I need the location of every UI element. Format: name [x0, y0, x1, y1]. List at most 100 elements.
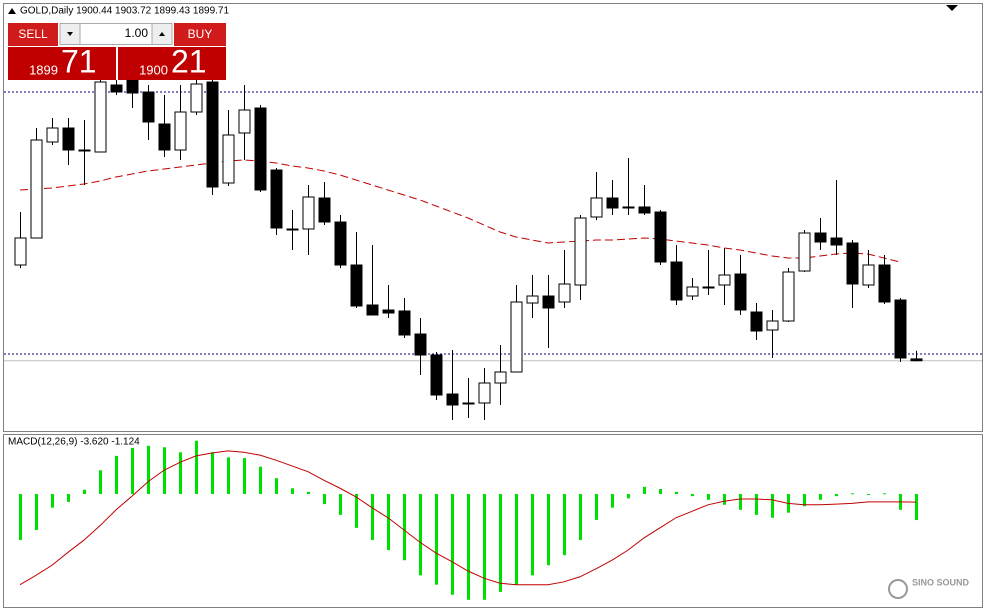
- candle-body: [782, 271, 795, 322]
- macd-bar: [35, 494, 38, 530]
- candle-body: [238, 109, 251, 134]
- macd-bar: [627, 494, 630, 499]
- macd-bar: [675, 491, 678, 495]
- up-arrow: [159, 32, 165, 36]
- macd-bar: [835, 494, 838, 497]
- candle-body: [494, 371, 507, 384]
- trade-panel: SELL 1.00 BUY 1899 71 1900 21: [8, 23, 226, 80]
- watermark: SINO SOUND: [912, 577, 970, 587]
- candle-body: [62, 127, 75, 151]
- macd-bar: [243, 458, 246, 495]
- candle-body: [398, 310, 411, 336]
- candle-body: [910, 358, 923, 362]
- candle-body: [94, 81, 107, 153]
- price-pane: [3, 3, 983, 432]
- macd-bar: [771, 494, 774, 518]
- macd-bar: [739, 494, 742, 510]
- ask-box[interactable]: [118, 47, 226, 80]
- macd-bar: [595, 494, 598, 520]
- candle-body: [158, 123, 171, 151]
- candle-body: [718, 274, 731, 286]
- macd-bar: [179, 452, 182, 495]
- macd-bar: [419, 494, 422, 576]
- macd-bar: [451, 494, 454, 595]
- candle-body: [286, 228, 299, 231]
- macd-bar: [531, 494, 534, 576]
- ask-big: 1900: [139, 62, 168, 77]
- candle-body: [78, 149, 91, 152]
- macd-bar: [643, 486, 646, 495]
- menu-arrow[interactable]: [8, 8, 16, 14]
- macd-bar: [915, 494, 918, 521]
- macd-bar: [883, 493, 886, 495]
- candle-body: [110, 84, 123, 93]
- candle-body: [814, 232, 827, 243]
- macd-bar: [131, 447, 134, 495]
- macd-bar: [723, 494, 726, 505]
- macd-bar: [307, 491, 310, 495]
- candle-body: [590, 197, 603, 218]
- bid-box[interactable]: [8, 47, 116, 80]
- macd-bar: [691, 494, 694, 497]
- candle-body: [14, 237, 27, 266]
- moving-average: [19, 159, 901, 263]
- macd-bar: [387, 494, 390, 551]
- macd-bar: [115, 455, 118, 495]
- candle-body: [686, 286, 699, 297]
- candle-body: [30, 139, 43, 239]
- macd-bar: [323, 494, 326, 505]
- macd-bar: [547, 494, 550, 566]
- candle-body: [702, 286, 715, 289]
- candle-body: [526, 295, 539, 304]
- candle-body: [462, 402, 475, 405]
- sell-button[interactable]: [8, 23, 58, 46]
- candle-body: [382, 309, 395, 314]
- candle-body: [414, 333, 427, 356]
- candle-body: [334, 221, 347, 266]
- candle-body: [878, 264, 891, 303]
- macd-bar: [515, 494, 518, 585]
- candle-body: [366, 304, 379, 316]
- candle-body: [798, 232, 811, 272]
- candle-body: [174, 111, 187, 151]
- down-arrow: [67, 32, 73, 36]
- candle-body: [478, 382, 491, 404]
- candle-body: [510, 301, 523, 373]
- macd-bar: [499, 494, 502, 592]
- candle-body: [830, 237, 843, 246]
- candle-body: [670, 261, 683, 301]
- ask-small: 21: [171, 43, 207, 79]
- candle-body: [734, 273, 747, 311]
- macd-bar: [19, 494, 22, 541]
- corner-arrow[interactable]: [946, 5, 958, 11]
- candle-body: [142, 91, 155, 123]
- macd-bar: [355, 494, 358, 528]
- watermark-logo: [888, 579, 908, 599]
- macd-bar: [259, 466, 262, 495]
- macd-bar: [211, 452, 214, 495]
- macd-bar: [467, 494, 470, 600]
- macd-bar: [483, 494, 486, 600]
- candle-body: [750, 311, 763, 332]
- sell-label: SELL: [18, 27, 48, 41]
- candle-body: [606, 197, 619, 209]
- candle-body: [302, 196, 315, 230]
- macd-bar: [163, 447, 166, 495]
- macd-bar: [819, 494, 822, 500]
- buy-button[interactable]: [174, 23, 226, 46]
- macd-bar: [435, 494, 438, 585]
- macd-bar: [339, 494, 342, 515]
- volume-value: 1.00: [125, 26, 149, 40]
- macd-bar: [755, 494, 758, 515]
- candle-body: [222, 134, 235, 184]
- signal-line: [19, 450, 917, 586]
- macd-bar: [195, 440, 198, 495]
- macd-bar: [67, 494, 70, 502]
- candle-body: [766, 320, 779, 331]
- macd-bar: [851, 493, 854, 495]
- candle-body: [46, 127, 59, 143]
- macd-bar: [99, 470, 102, 495]
- macd-bar: [403, 494, 406, 561]
- candle-body: [894, 299, 907, 359]
